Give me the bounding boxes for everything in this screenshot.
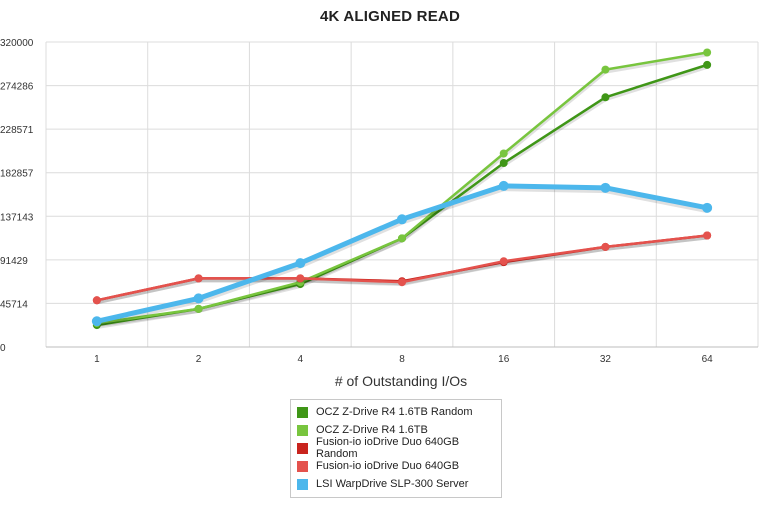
data-point (499, 257, 508, 266)
data-point (295, 258, 306, 269)
x-tick-label: 16 (498, 354, 510, 365)
series-lines (91, 48, 713, 330)
data-point (601, 93, 610, 102)
data-point (601, 65, 610, 74)
data-point (498, 180, 509, 191)
y-tick-label: 0 (0, 343, 6, 354)
data-point (499, 149, 508, 158)
legend-item: Fusion-io ioDrive Duo 640GB (291, 457, 501, 475)
y-tick-label: 182857 (0, 169, 34, 180)
data-point (600, 182, 611, 193)
legend-swatch (297, 406, 308, 418)
legend-swatch (297, 424, 308, 436)
x-tick-label: 8 (399, 354, 405, 365)
series-line (94, 183, 710, 324)
series-5 (91, 180, 713, 327)
legend-label: Fusion-io ioDrive Duo 640GB Random (316, 436, 460, 460)
x-axis-label: # of Outstanding I/Os (334, 373, 468, 389)
chart-title: 4K ALIGNED READ (320, 8, 460, 25)
data-point (398, 278, 406, 287)
data-point (92, 296, 101, 305)
data-point (703, 60, 712, 69)
y-tick-label: 320000 (0, 38, 34, 49)
legend-swatch (297, 478, 308, 490)
line-chart: 0 45714 91429 137143 182857 228571 274286 32000… (0, 38, 759, 365)
legend-swatch (297, 460, 308, 472)
legend-item: OCZ Z-Drive R4 1.6TB (291, 421, 501, 439)
series-line (95, 234, 709, 302)
y-tick-label: 274286 (0, 82, 34, 93)
data-point (296, 274, 305, 283)
x-tick-label: 32 (600, 354, 612, 365)
series-line-shadow (96, 64, 708, 330)
data-point (397, 214, 407, 225)
data-point (703, 48, 712, 57)
x-tick-label: 2 (196, 354, 202, 365)
series-line-shadow (96, 235, 708, 305)
y-tick-label: 228571 (0, 125, 34, 136)
y-tick-label: 91429 (0, 256, 28, 267)
series-4 (92, 231, 712, 305)
x-tick-label: 1 (94, 354, 100, 365)
data-point (702, 202, 713, 213)
x-tick-label: 4 (298, 354, 304, 365)
data-point (194, 274, 203, 283)
data-point (398, 234, 406, 243)
x-tick-label: 64 (702, 354, 714, 365)
data-point (193, 293, 204, 304)
legend-label: Fusion-io ioDrive Duo 640GB (316, 460, 460, 472)
legend-item: LSI WarpDrive SLP-300 Server (291, 475, 501, 493)
y-tick-label: 45714 (0, 299, 28, 310)
data-point (601, 242, 610, 251)
data-point (91, 316, 102, 327)
y-tick-label: 137143 (0, 212, 34, 223)
legend-swatch (297, 442, 308, 454)
legend-label: LSI WarpDrive SLP-300 Server (316, 478, 469, 490)
legend-item: OCZ Z-Drive R4 1.6TB Random (291, 403, 501, 421)
y-axis-ticks: 0 45714 91429 137143 182857 228571 274286 32000… (0, 38, 34, 354)
legend-label: OCZ Z-Drive R4 1.6TB Random (316, 406, 473, 418)
data-point (194, 304, 203, 313)
x-axis-ticks: 1 2 4 8 16 32 64 (94, 354, 713, 365)
legend: OCZ Z-Drive R4 1.6TB Random OCZ Z-Drive R… (290, 399, 502, 498)
data-point (703, 231, 712, 240)
data-point (499, 159, 508, 168)
legend-label: OCZ Z-Drive R4 1.6TB (316, 424, 428, 436)
legend-item: Fusion-io ioDrive Duo 640GB Random (291, 436, 501, 460)
